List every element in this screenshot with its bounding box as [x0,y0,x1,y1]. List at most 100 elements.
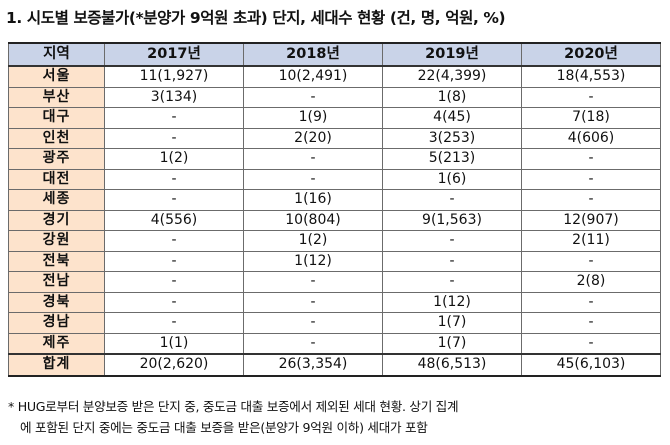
value-cell: 4(606) [521,127,661,149]
footnote-line-2: 에 포함된 단지 중에는 중도금 대출 보증을 받은(분양가 9억원 이하) 세… [20,420,428,435]
value-cell: 48(6,513) [382,353,522,377]
table-row: 서울 11(1,927) 10(2,491) 22(4,399) 18(4,553) [8,65,661,88]
footnote-line-1: * HUG로부터 분양보증 받은 단지 중, 중도금 대출 보증에서 제외된 세… [8,399,459,414]
region-cell: 서울 [8,65,105,88]
value-cell: 2(11) [521,230,661,252]
value-cell: 10(804) [243,209,383,231]
value-cell: 1(12) [243,250,383,272]
value-cell: - [521,332,661,355]
value-cell: - [243,332,383,355]
value-cell: - [382,230,522,252]
value-cell: - [521,291,661,313]
value-cell: - [104,250,244,272]
table-row: 강원 -1(2) -2(11) [8,230,661,252]
value-cell: - [243,291,383,313]
value-cell: - [243,168,383,190]
header-2020: 2020년 [521,42,661,67]
region-cell: 전남 [8,271,105,293]
value-cell: 1(1) [104,332,244,355]
region-cell: 광주 [8,148,105,170]
region-cell: 경남 [8,312,105,334]
region-stats-table: 지역 2017년 2018년 2019년 2020년 서울 11(1,927) 10… [8,42,661,377]
region-cell: 세종 [8,189,105,211]
table-row: 경북 - -1(12) - [8,291,661,313]
region-cell: 대전 [8,168,105,190]
value-cell: - [521,312,661,334]
value-cell: - [521,86,661,108]
table-row: 전남 - - -2(8) [8,271,661,293]
value-cell: - [382,271,522,293]
value-cell: 45(6,103) [521,353,661,377]
value-cell: 1(7) [382,312,522,334]
value-cell: - [104,312,244,334]
value-cell: 20(2,620) [104,353,244,377]
value-cell: 1(2) [104,148,244,170]
value-cell: - [104,230,244,252]
value-cell: - [521,250,661,272]
value-cell: 11(1,927) [104,65,244,88]
region-cell: 대구 [8,107,105,129]
region-cell: 인천 [8,127,105,149]
value-cell: 2(20) [243,127,383,149]
value-cell: 10(2,491) [243,65,383,88]
value-cell: - [521,189,661,211]
header-2018: 2018년 [243,42,383,67]
value-cell: 2(8) [521,271,661,293]
value-cell: 4(45) [382,107,522,129]
value-cell: 1(8) [382,86,522,108]
value-cell: 26(3,354) [243,353,383,377]
value-cell: - [104,291,244,313]
table-row: 인천 -2(20) 3(253) 4(606) [8,127,661,149]
header-2017: 2017년 [104,42,244,67]
value-cell: 3(134) [104,86,244,108]
value-cell: 1(9) [243,107,383,129]
table-row: 경기 4(556) 10(804) 9(1,563) 12(907) [8,209,661,231]
value-cell: 1(2) [243,230,383,252]
value-cell: 5(213) [382,148,522,170]
table-total-row: 합계 20(2,620) 26(3,354) 48(6,513) 45(6,103) [8,353,661,377]
value-cell: - [521,168,661,190]
table-row: 전북 -1(12) - - [8,250,661,272]
value-cell: - [104,127,244,149]
header-2019: 2019년 [382,42,522,67]
value-cell: 22(4,399) [382,65,522,88]
value-cell: - [382,250,522,272]
region-cell: 경기 [8,209,105,231]
value-cell: - [243,148,383,170]
value-cell: - [104,189,244,211]
value-cell: 9(1,563) [382,209,522,231]
value-cell: 4(556) [104,209,244,231]
value-cell: - [104,168,244,190]
page-title: 1. 시도별 보증불가(*분양가 9억원 초과) 단지, 세대수 현황 (건, … [6,9,506,27]
value-cell: 1(6) [382,168,522,190]
table-row: 경남 - -1(7) - [8,312,661,334]
table-row: 대구 -1(9) 4(45) 7(18) [8,107,661,129]
value-cell: - [243,312,383,334]
region-cell: 강원 [8,230,105,252]
value-cell: 1(12) [382,291,522,313]
table-row: 세종 -1(16) - - [8,189,661,211]
value-cell: 7(18) [521,107,661,129]
value-cell: 18(4,553) [521,65,661,88]
table-body: 서울 11(1,927) 10(2,491) 22(4,399) 18(4,553) 부산… [8,65,661,377]
value-cell: - [521,148,661,170]
region-cell: 경북 [8,291,105,313]
value-cell: 3(253) [382,127,522,149]
region-cell: 전북 [8,250,105,272]
footnote: * HUG로부터 분양보증 받은 단지 중, 중도금 대출 보증에서 제외된 세… [8,396,664,438]
value-cell: - [104,271,244,293]
value-cell: 12(907) [521,209,661,231]
region-cell: 합계 [8,353,105,377]
table-row: 대전 - -1(6) - [8,168,661,190]
table-row: 제주 1(1) -1(7) - [8,332,661,355]
region-cell: 부산 [8,86,105,108]
table-header-row: 지역 2017년 2018년 2019년 2020년 [8,42,661,67]
table-row: 부산 3(134) -1(8) - [8,86,661,108]
value-cell: - [382,189,522,211]
value-cell: 1(16) [243,189,383,211]
value-cell: - [104,107,244,129]
value-cell: 1(7) [382,332,522,355]
value-cell: - [243,271,383,293]
value-cell: - [243,86,383,108]
region-cell: 제주 [8,332,105,355]
